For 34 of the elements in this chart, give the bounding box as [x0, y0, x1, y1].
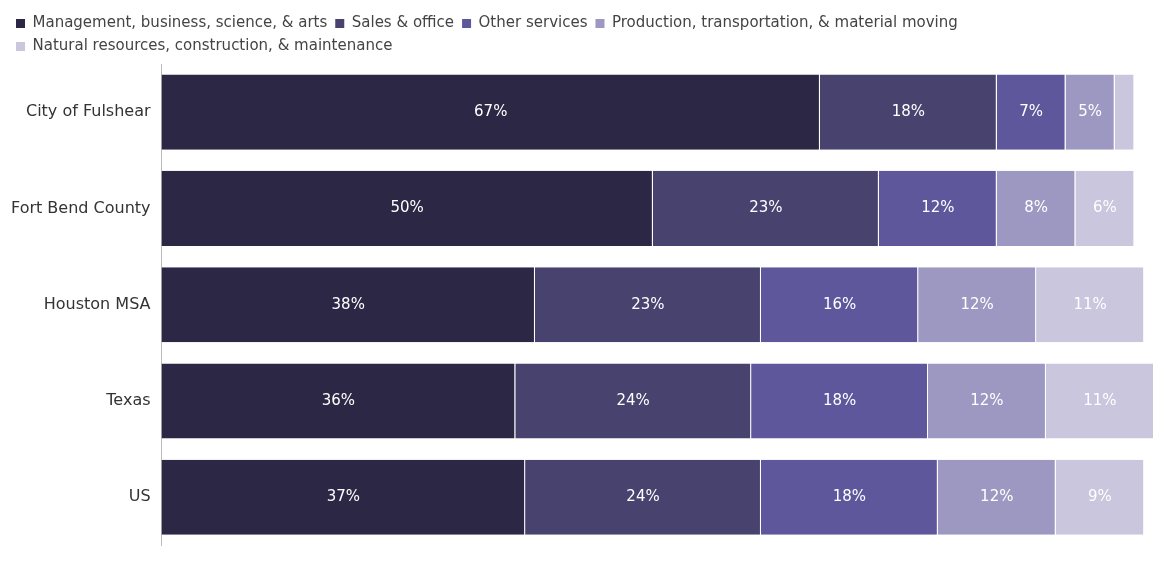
y-tick-label: Texas [105, 390, 151, 410]
y-tick-label: US [128, 486, 151, 506]
data-label: 23% [749, 198, 783, 217]
legend-label: Natural resources, construction, & maintenance [32, 36, 393, 55]
data-label: 36% [321, 390, 356, 409]
data-label: 5% [1078, 102, 1103, 121]
data-label: 11% [1083, 390, 1117, 409]
data-label: 23% [631, 294, 665, 313]
data-label: 12% [980, 487, 1014, 506]
data-label: 18% [832, 487, 867, 506]
data-label: 8% [1024, 198, 1048, 217]
data-label: 11% [1073, 294, 1107, 313]
legend-label: Other services [478, 13, 588, 32]
data-label: 16% [822, 294, 857, 313]
legend-label: Production, transportation, & material moving [611, 13, 958, 32]
data-label: 12% [970, 390, 1004, 409]
data-label: 67% [474, 102, 508, 121]
data-label: 9% [1088, 487, 1112, 506]
data-label: 24% [616, 390, 650, 409]
data-label: 18% [891, 102, 926, 121]
y-tick-label: City of Fulshear [25, 101, 151, 121]
data-label: 7% [1019, 102, 1044, 121]
data-label: 12% [921, 198, 955, 217]
data-label: 18% [822, 390, 857, 409]
y-tick-label: Fort Bend County [11, 197, 151, 217]
data-label: 37% [326, 487, 360, 506]
data-label: 38% [331, 294, 365, 313]
data-label: 50% [390, 198, 424, 217]
y-tick-label: Houston MSA [43, 293, 151, 313]
data-label: 12% [960, 294, 994, 313]
legend-label: Management, business, science, & arts [32, 13, 328, 32]
data-label: 6% [1092, 198, 1117, 217]
data-label: 24% [626, 487, 660, 506]
legend-label: Sales & office [351, 13, 455, 32]
